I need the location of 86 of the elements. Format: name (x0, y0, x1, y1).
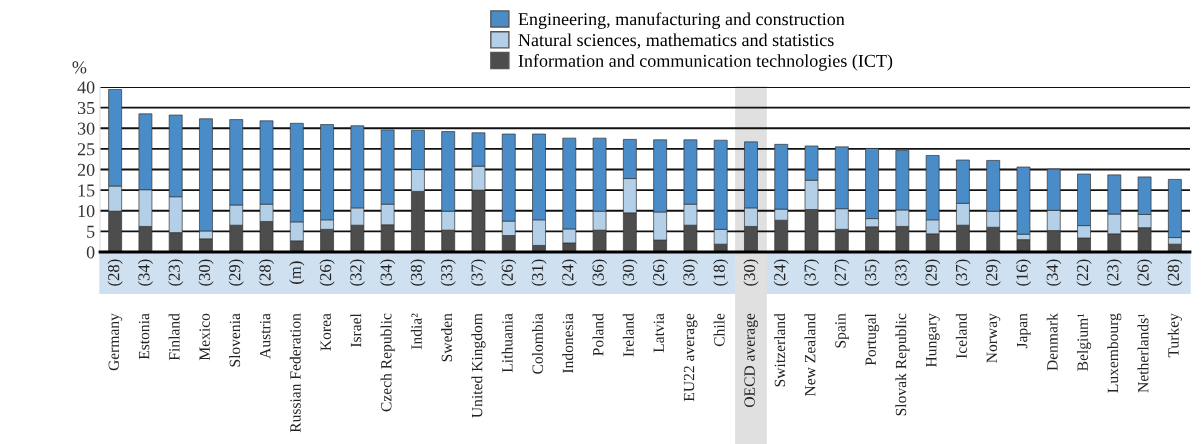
x-tick-label: Sweden (441, 313, 453, 362)
text: (33) (894, 259, 910, 286)
text: (30) (198, 259, 214, 286)
text: (36) (592, 259, 608, 286)
x-tick-label: Switzerland (774, 313, 786, 387)
text: (31) (531, 259, 547, 286)
text: (34) (380, 259, 396, 286)
text: (30) (682, 259, 698, 286)
y-tick-label: 25 (77, 143, 95, 156)
x-tick-label: Germany (108, 313, 123, 371)
x-tick-label: Slovenia (229, 313, 241, 367)
legend-label: Engineering, manufacturing and construction (518, 12, 845, 29)
y-tick-label: 0 (86, 246, 95, 259)
x-tick-label: Turkey (1167, 313, 1182, 358)
text: (34) (137, 259, 153, 286)
text: (28) (258, 259, 275, 286)
text: (18) (713, 259, 729, 286)
y-tick-label: 20 (77, 163, 95, 176)
x-tick-label: Israel (350, 313, 362, 348)
y-tick-label: 40 (77, 81, 95, 94)
text: (30) (743, 259, 759, 286)
legend-label: Information and communication technologies (ICT) (518, 54, 893, 71)
text: (26) (501, 259, 517, 286)
text: (37) (803, 259, 820, 286)
x-tick-label: Mexico (199, 313, 210, 361)
text: (32) (349, 259, 365, 286)
x-tick-label: Japan (1017, 313, 1031, 349)
text: (23) (168, 259, 184, 286)
x-tick-label: Poland (592, 313, 604, 356)
text: (28) (107, 259, 123, 286)
text: (33) (440, 259, 456, 286)
x-tick-label: Iceland (955, 313, 967, 359)
text: (37) (470, 259, 487, 286)
x-tick-label: Hungary (926, 313, 940, 368)
x-tick-label: Norway (986, 313, 1001, 363)
x-tick-label: Russian Federation (289, 313, 301, 433)
x-tick-label: New Zealand (804, 313, 816, 397)
text: (m) (289, 261, 305, 284)
x-tick-label: Chile (713, 313, 725, 347)
text: (22) (1076, 259, 1092, 286)
x-tick-label: Finland (168, 313, 180, 361)
x-tick-label: EU22 average (683, 313, 698, 402)
text: (35) (864, 259, 880, 286)
y-tick-label: 15 (78, 184, 95, 197)
x-tick-label: Indonesia (562, 313, 574, 374)
x-tick-label: Luxembourg (1107, 313, 1122, 393)
text: (24) (561, 259, 577, 286)
text: (29) (228, 259, 244, 286)
x-tick-label: Latvia (653, 313, 665, 353)
y-tick-label: 35 (77, 101, 95, 115)
x-tick-label: Colombia (531, 313, 543, 374)
x-tick-label: India² (410, 313, 422, 350)
x-tick-label: Belgium¹ (1076, 313, 1092, 371)
text: (37) (955, 259, 971, 286)
y-tick-label: 30 (77, 122, 95, 135)
text: (26) (652, 259, 668, 286)
x-tick-label: Korea (320, 313, 331, 351)
y-axis-title: % (72, 61, 87, 74)
text: (16) (1015, 259, 1032, 286)
text: (29) (925, 259, 941, 286)
text: (28) (1167, 259, 1183, 286)
x-tick-label: Czech Republic (380, 313, 395, 412)
text: (38) (410, 259, 426, 286)
y-tick-label: 5 (87, 225, 95, 238)
text: (26) (1137, 259, 1153, 286)
x-tick-label: Spain (835, 313, 849, 348)
x-tick-label: Portugal (865, 313, 880, 366)
x-tick-label: Ireland (622, 313, 634, 357)
legend-label: Natural sciences, mathematics and statistics (518, 33, 834, 49)
text: (23) (1106, 259, 1122, 286)
x-tick-label: United Kingdom (471, 313, 486, 418)
text: (30) (622, 259, 638, 286)
x-tick-label: Estonia (138, 313, 150, 360)
text: (26) (319, 259, 335, 286)
text: (24) (773, 259, 789, 286)
x-tick-label: Lithuania (501, 313, 513, 373)
x-tick-label: Slovak Republic (895, 313, 910, 416)
x-tick-label: Netherlands¹ (1137, 313, 1149, 393)
text: (34) (1046, 259, 1062, 286)
y-tick-label: 10 (78, 205, 95, 218)
x-tick-label: Austria (259, 313, 271, 359)
bar (1016, 239, 1031, 252)
text: (27) (834, 259, 850, 286)
text: (29) (985, 259, 1001, 286)
x-tick-label: OECD average (744, 313, 759, 408)
x-tick-label: Denmark (1046, 313, 1058, 371)
